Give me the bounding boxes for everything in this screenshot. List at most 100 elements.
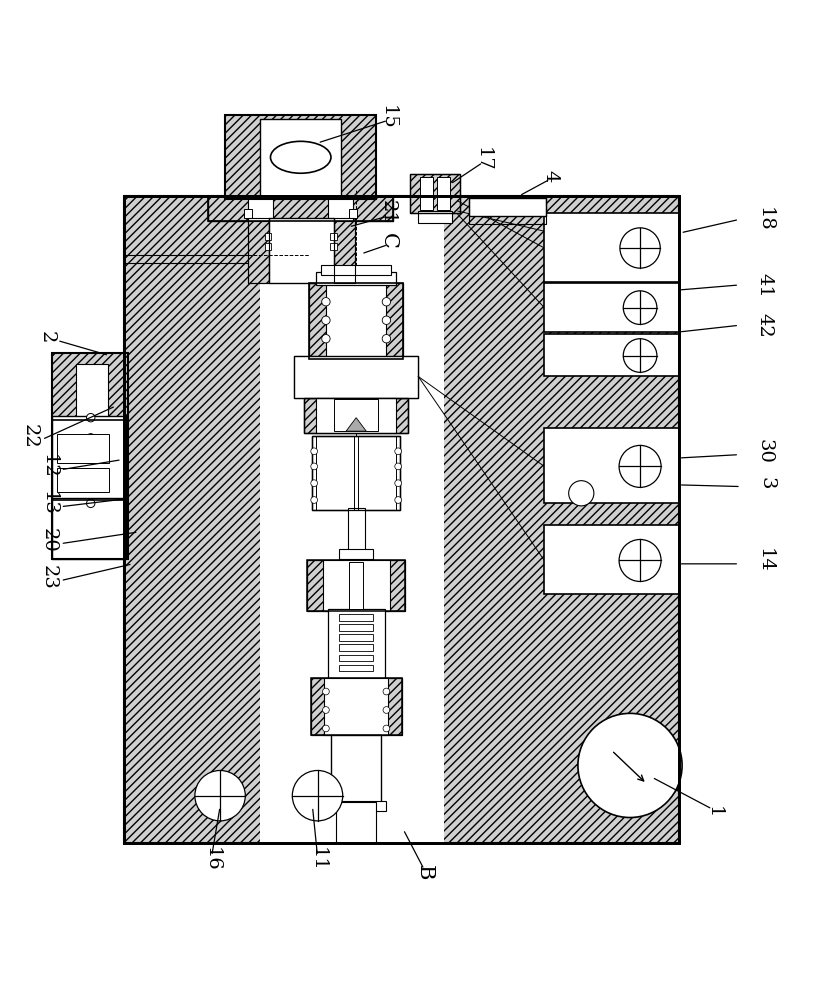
Text: 15: 15 xyxy=(379,105,397,129)
Bar xyxy=(57,469,114,504)
Text: 21: 21 xyxy=(379,200,397,225)
Bar xyxy=(349,562,363,609)
Bar xyxy=(260,119,341,196)
Text: 12: 12 xyxy=(39,454,58,479)
Circle shape xyxy=(619,539,661,581)
Text: B: B xyxy=(415,865,433,881)
Ellipse shape xyxy=(270,141,331,173)
Bar xyxy=(334,218,355,283)
Polygon shape xyxy=(346,418,366,431)
Bar xyxy=(52,353,128,559)
Bar xyxy=(339,655,373,661)
Circle shape xyxy=(87,454,95,462)
Circle shape xyxy=(87,499,95,508)
Bar xyxy=(339,665,373,671)
Circle shape xyxy=(195,770,245,821)
Bar xyxy=(326,801,386,811)
Bar xyxy=(324,678,388,735)
Text: 42: 42 xyxy=(755,313,774,338)
Bar xyxy=(225,115,376,199)
Bar xyxy=(330,233,337,240)
Circle shape xyxy=(87,413,95,422)
Circle shape xyxy=(322,298,330,306)
Bar xyxy=(311,678,402,735)
Circle shape xyxy=(623,339,657,372)
Bar xyxy=(316,272,396,285)
Bar xyxy=(328,196,353,221)
Bar xyxy=(57,434,114,468)
Bar xyxy=(328,609,385,678)
Circle shape xyxy=(383,725,390,732)
Bar xyxy=(334,399,378,431)
Bar xyxy=(124,196,679,843)
Bar xyxy=(349,209,357,218)
Bar xyxy=(309,283,403,359)
Bar xyxy=(52,420,128,500)
Bar xyxy=(57,468,109,492)
Text: 23: 23 xyxy=(39,565,58,590)
Circle shape xyxy=(623,291,657,324)
Bar xyxy=(76,364,108,424)
Text: 2: 2 xyxy=(37,331,55,343)
Circle shape xyxy=(311,463,318,470)
Text: 17: 17 xyxy=(474,147,492,171)
Circle shape xyxy=(382,298,391,306)
Bar xyxy=(124,196,679,843)
Bar xyxy=(57,504,114,538)
Circle shape xyxy=(323,707,329,713)
Bar xyxy=(544,283,679,332)
Bar xyxy=(294,356,319,398)
Bar xyxy=(469,196,546,224)
Bar xyxy=(265,233,271,240)
Bar xyxy=(339,644,373,651)
Circle shape xyxy=(322,316,330,324)
Bar xyxy=(348,508,365,550)
Bar xyxy=(544,428,679,503)
Bar xyxy=(358,436,396,510)
Circle shape xyxy=(619,445,661,487)
Text: 13: 13 xyxy=(39,491,58,516)
Circle shape xyxy=(323,725,329,732)
Text: 20: 20 xyxy=(39,528,58,553)
Circle shape xyxy=(87,479,95,487)
Circle shape xyxy=(395,448,402,455)
Bar xyxy=(52,353,128,559)
Bar xyxy=(309,283,403,359)
Circle shape xyxy=(395,497,402,503)
Text: 30: 30 xyxy=(755,439,774,464)
Text: 4: 4 xyxy=(541,170,559,182)
Bar xyxy=(410,174,460,213)
Bar xyxy=(311,678,402,735)
Bar xyxy=(418,211,452,223)
Bar xyxy=(437,177,450,210)
Bar xyxy=(339,614,373,621)
Text: 22: 22 xyxy=(20,424,39,449)
Bar xyxy=(326,283,386,359)
Circle shape xyxy=(292,770,343,821)
Circle shape xyxy=(395,463,402,470)
Bar xyxy=(321,265,391,275)
Bar xyxy=(269,218,334,283)
Bar xyxy=(225,115,376,199)
Text: 41: 41 xyxy=(755,273,774,297)
Bar xyxy=(307,560,405,611)
Circle shape xyxy=(382,316,391,324)
Bar xyxy=(265,243,271,250)
Bar xyxy=(410,174,460,213)
Bar xyxy=(393,356,418,398)
Bar xyxy=(316,398,396,433)
Bar xyxy=(544,213,679,282)
Bar xyxy=(544,525,679,594)
Circle shape xyxy=(87,434,95,442)
Bar xyxy=(244,209,252,218)
Bar xyxy=(52,498,126,559)
Text: C: C xyxy=(379,233,397,249)
Bar xyxy=(312,436,400,510)
Circle shape xyxy=(383,688,390,695)
Circle shape xyxy=(322,335,330,343)
Bar xyxy=(323,560,390,611)
Circle shape xyxy=(323,688,329,695)
Bar xyxy=(330,243,337,250)
Bar xyxy=(544,334,679,376)
Circle shape xyxy=(382,335,391,343)
